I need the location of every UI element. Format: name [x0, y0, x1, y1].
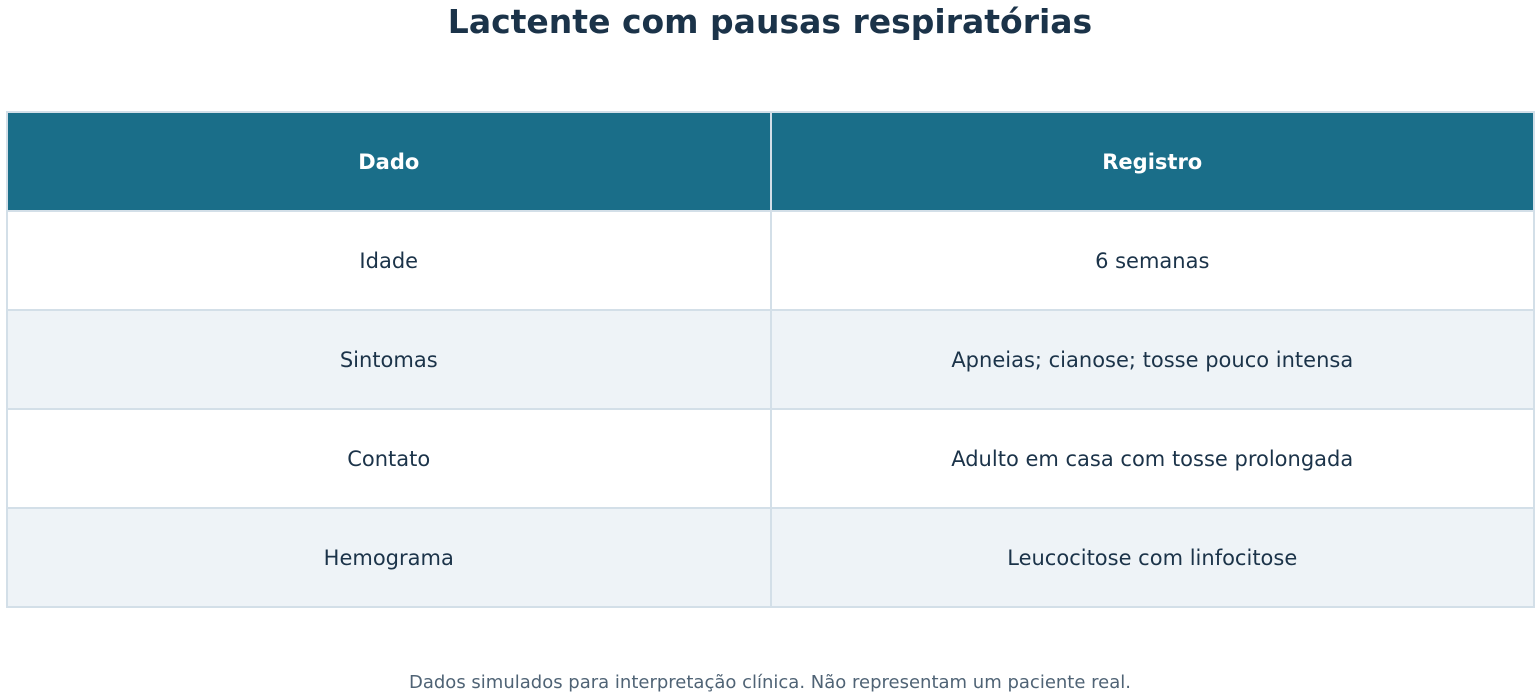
table-header: Dado Registro: [6, 111, 1535, 212]
table-cell: Apneias; cianose; tosse pouco intensa: [769, 309, 1535, 410]
header-cell: Dado: [6, 111, 772, 212]
table-row: Hemograma Leucocitose com linfocitose: [6, 507, 1535, 608]
data-table: Dado Registro Idade 6 semanas Sintomas Apnei…: [6, 111, 1535, 608]
table-cell: Leucocitose com linfocitose: [769, 507, 1535, 608]
table-cell: Idade: [6, 210, 772, 311]
table-row: Idade 6 semanas: [6, 210, 1535, 311]
header-row: Dado Registro: [6, 111, 1535, 212]
footnote: Dados simulados para interpretação clíni…: [408, 672, 1131, 693]
header-cell: Registro: [769, 111, 1535, 212]
table-body: Idade 6 semanas Sintomas Apneias; cianose; …: [6, 210, 1535, 608]
title: Lactente com pausas respiratórias: [447, 2, 1093, 41]
table-cell: Contato: [6, 408, 772, 509]
table-cell: Sintomas: [6, 309, 772, 410]
table-cell: Adulto em casa com tosse prolongada: [769, 408, 1535, 509]
table-cell: Hemograma: [6, 507, 772, 608]
table-cell: 6 semanas: [769, 210, 1535, 311]
table-row: Contato Adulto em casa com tosse prolonga…: [6, 408, 1535, 509]
table-row: Sintomas Apneias; cianose; tosse pouco in…: [6, 309, 1535, 410]
